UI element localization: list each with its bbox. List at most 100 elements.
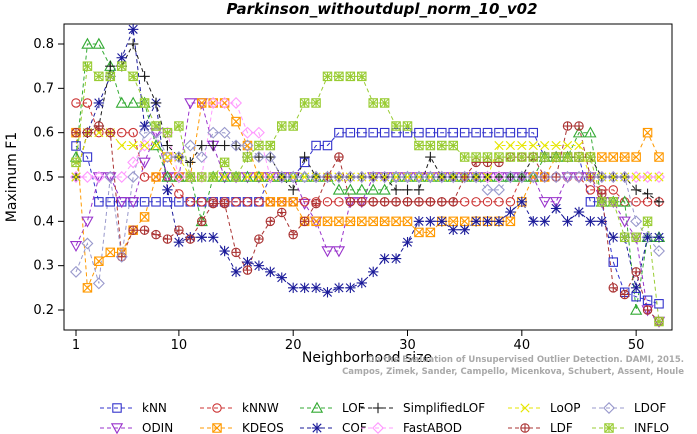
data-point-inflo	[574, 152, 584, 162]
data-point-ldof	[630, 215, 643, 228]
data-point-cof	[460, 225, 470, 235]
series-markers	[69, 24, 666, 328]
data-point-knn	[311, 140, 321, 151]
data-point-kdeos	[288, 197, 298, 207]
data-point-ldf	[322, 172, 333, 182]
y-tick-label: 0.8	[33, 37, 54, 52]
data-point-simplifiedlof	[105, 60, 116, 72]
x-tick-label: 20	[285, 338, 302, 353]
data-point-inflo	[219, 157, 230, 168]
data-point-cof	[334, 283, 344, 293]
data-point-knnw	[494, 197, 504, 207]
data-point-cof	[254, 261, 264, 271]
data-point-inflo	[334, 71, 344, 82]
data-point-kdeos	[94, 256, 104, 266]
data-point-ldof	[504, 171, 517, 183]
data-point-fastabod	[172, 171, 185, 183]
data-point-ldof	[81, 237, 94, 250]
legend-marker	[212, 423, 222, 433]
data-point-fastabod	[641, 171, 654, 183]
data-point-fastabod	[70, 171, 82, 183]
data-point-ldof	[653, 245, 665, 258]
data-point-knn	[425, 127, 436, 138]
data-point-lof	[367, 183, 380, 195]
data-point-kdeos	[380, 216, 390, 226]
data-point-ldf	[162, 234, 173, 244]
data-point-kdeos	[631, 152, 641, 162]
data-point-knnw	[471, 197, 481, 207]
data-point-cof	[93, 97, 105, 109]
data-point-kdeos	[196, 98, 207, 108]
data-point-kdeos	[242, 140, 253, 151]
data-point-cof	[528, 216, 539, 227]
data-point-knn	[482, 127, 493, 138]
data-point-ldof	[92, 277, 105, 290]
data-point-fastabod	[92, 171, 105, 183]
data-point-odin	[127, 197, 140, 209]
data-point-ldof	[138, 126, 151, 139]
series-markers-ldf	[71, 121, 664, 327]
data-point-lof	[355, 183, 368, 195]
data-point-inflo	[471, 152, 481, 162]
data-point-loop	[482, 172, 493, 182]
data-point-odin	[69, 240, 83, 253]
data-point-fastabod	[115, 171, 128, 183]
data-point-cof	[139, 120, 150, 132]
data-point-loop	[254, 172, 264, 182]
data-point-cof	[585, 216, 596, 227]
data-point-fastabod	[218, 96, 231, 109]
data-point-ldof	[538, 171, 551, 183]
data-point-lof	[287, 170, 300, 182]
y-tick-label: 0.3	[33, 259, 54, 274]
data-point-kdeos	[345, 216, 355, 226]
data-point-odin	[184, 98, 197, 110]
data-point-cof	[517, 197, 527, 207]
data-point-simplifiedlof	[493, 171, 505, 183]
data-point-knnw	[128, 127, 138, 138]
data-point-simplifiedlof	[642, 188, 653, 200]
data-point-inflo	[174, 121, 184, 131]
data-point-loop	[517, 140, 527, 151]
data-point-ldof	[161, 151, 174, 164]
legend-label: FastABOD	[403, 421, 462, 434]
data-point-fastabod	[70, 171, 82, 183]
data-point-kdeos	[231, 116, 241, 127]
data-point-ldof	[127, 171, 140, 183]
data-point-ldf	[185, 234, 196, 244]
data-point-ldof	[332, 171, 345, 183]
data-point-kdeos	[288, 197, 298, 207]
data-point-knn	[82, 152, 93, 162]
data-point-cof	[539, 216, 550, 227]
data-point-lof	[264, 170, 277, 182]
legend-marker	[372, 422, 384, 434]
data-point-ldf	[208, 198, 218, 209]
y-axis: 0.2 0.3 0.4 0.5 0.6 0.7 0.8	[33, 37, 64, 318]
data-point-ldf	[459, 172, 470, 182]
data-point-cof	[219, 245, 230, 257]
x-tick-label: 10	[171, 338, 188, 353]
data-point-simplifiedlof	[127, 38, 139, 50]
data-point-simplifiedlof	[207, 140, 219, 151]
data-point-lof	[424, 170, 437, 182]
y-tick-label: 0.7	[33, 81, 54, 96]
data-point-loop	[71, 172, 81, 182]
data-point-cof	[505, 206, 516, 218]
data-point-ldof	[378, 171, 391, 183]
data-point-lof	[412, 170, 426, 182]
data-point-lof	[630, 303, 643, 315]
data-point-kdeos	[425, 227, 436, 238]
data-point-knnw	[254, 197, 264, 207]
data-point-ldof	[115, 250, 128, 263]
data-point-cof	[345, 282, 356, 294]
data-point-kdeos	[162, 152, 173, 162]
data-point-inflo	[551, 152, 561, 162]
data-point-loop	[505, 140, 515, 151]
data-point-ldof	[287, 171, 300, 183]
data-point-kdeos	[379, 216, 390, 227]
data-point-ldof	[561, 171, 574, 183]
data-point-inflo	[265, 140, 276, 151]
data-point-lof	[161, 170, 174, 182]
series-line-kdeos	[75, 102, 660, 288]
data-point-odin	[298, 198, 311, 210]
data-point-cof	[231, 267, 241, 277]
